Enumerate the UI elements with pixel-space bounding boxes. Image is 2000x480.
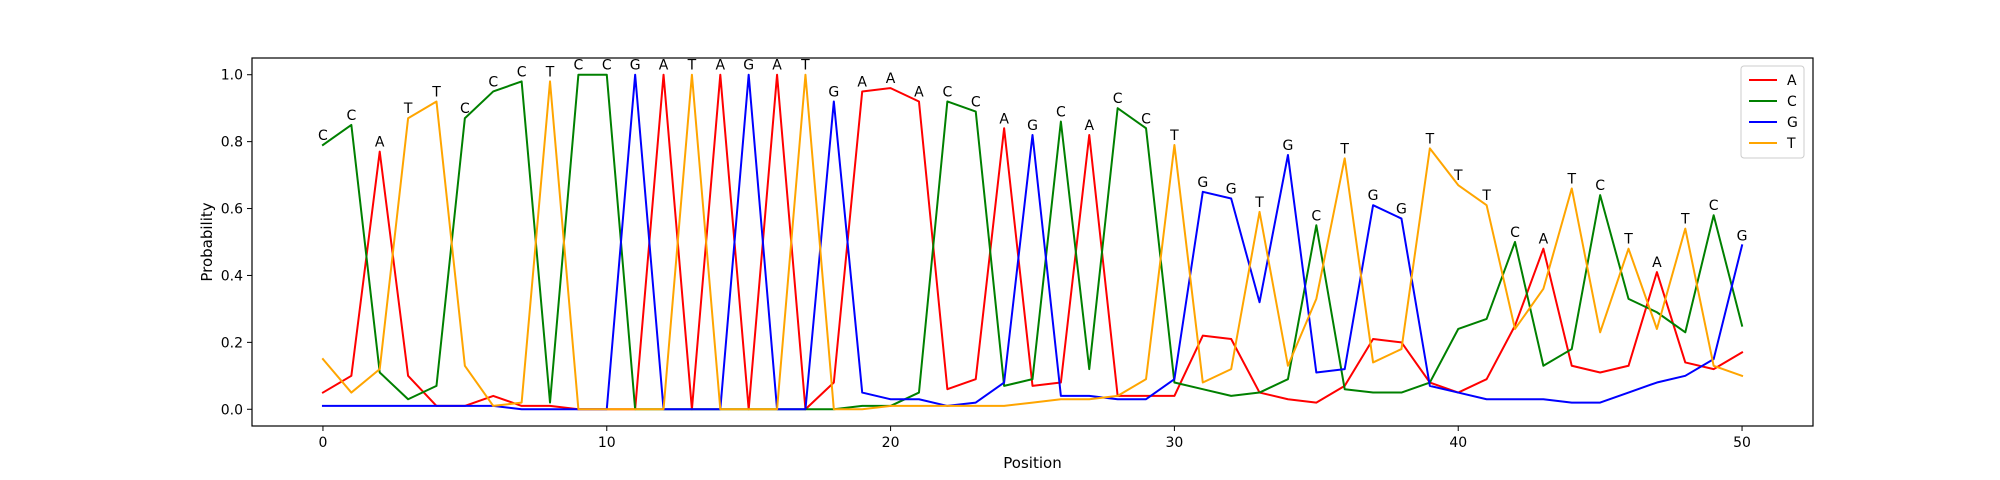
x-tick-label: 0 xyxy=(318,435,327,451)
base-label: C xyxy=(1311,208,1321,224)
series-line-g xyxy=(321,73,1744,411)
base-label: C xyxy=(318,128,328,144)
base-label: G xyxy=(1737,228,1748,244)
base-label: T xyxy=(1680,212,1690,228)
base-label: A xyxy=(375,135,385,151)
base-label: A xyxy=(772,58,782,74)
base-label: T xyxy=(431,84,441,100)
axes-frame xyxy=(251,57,1814,427)
base-label: C xyxy=(602,58,612,74)
base-label: C xyxy=(573,58,583,74)
legend-entry-c: C xyxy=(1787,94,1797,110)
y-tick-label: 0.6 xyxy=(221,202,243,218)
base-label: A xyxy=(716,58,726,74)
base-label: C xyxy=(1141,111,1151,127)
x-tick-label: 20 xyxy=(882,435,900,451)
x-tick-label: 50 xyxy=(1733,435,1751,451)
x-tick-label: 30 xyxy=(1165,435,1183,451)
base-label: G xyxy=(1197,175,1208,191)
base-label: A xyxy=(1084,118,1094,134)
base-label: C xyxy=(1510,225,1520,241)
base-label: T xyxy=(1339,141,1349,157)
y-tick-label: 0.0 xyxy=(221,402,243,418)
base-label: T xyxy=(1425,131,1435,147)
x-axis-label: Position xyxy=(1003,454,1061,472)
base-label: G xyxy=(1396,202,1407,218)
x-tick-label: 40 xyxy=(1449,435,1467,451)
legend-entry-t: T xyxy=(1786,136,1796,152)
base-label: A xyxy=(857,74,867,90)
base-label: C xyxy=(460,101,470,117)
y-tick-label: 0.8 xyxy=(221,135,243,151)
y-tick-label: 0.4 xyxy=(221,268,243,284)
base-label: C xyxy=(488,74,498,90)
base-label: T xyxy=(1623,232,1633,248)
y-tick-label: 1.0 xyxy=(221,68,243,84)
base-label: T xyxy=(800,58,810,74)
x-tick-label: 10 xyxy=(598,435,616,451)
base-label: G xyxy=(1027,118,1038,134)
base-label: A xyxy=(886,71,896,87)
legend-box xyxy=(1740,65,1805,159)
base-label: C xyxy=(971,95,981,111)
base-label: T xyxy=(687,58,697,74)
base-label: G xyxy=(828,84,839,100)
base-label: C xyxy=(517,64,527,80)
series-line-c xyxy=(321,73,1744,411)
base-label: G xyxy=(743,58,754,74)
base-label: C xyxy=(942,84,952,100)
base-label: G xyxy=(1283,138,1294,154)
base-label: G xyxy=(1368,188,1379,204)
base-label: C xyxy=(1709,198,1719,214)
base-label: A xyxy=(1652,255,1662,271)
base-label: T xyxy=(545,64,555,80)
base-label: C xyxy=(1595,178,1605,194)
base-label: T xyxy=(1566,171,1576,187)
base-label: C xyxy=(1056,105,1066,121)
y-tick-label: 0.2 xyxy=(221,335,243,351)
series-line-t xyxy=(321,73,1744,411)
base-label: T xyxy=(1254,195,1264,211)
base-label: A xyxy=(999,111,1009,127)
series-line-a xyxy=(321,73,1744,411)
y-axis-label: Probability xyxy=(198,202,216,281)
legend-entry-g: G xyxy=(1787,115,1798,131)
base-label: T xyxy=(1453,168,1463,184)
legend-entry-a: A xyxy=(1787,73,1797,89)
base-label: A xyxy=(659,58,669,74)
base-label: C xyxy=(346,108,356,124)
base-label: T xyxy=(403,101,413,117)
base-label: G xyxy=(630,58,641,74)
base-label: C xyxy=(1113,91,1123,107)
base-label: T xyxy=(1481,188,1491,204)
base-label: T xyxy=(1169,128,1179,144)
base-label: G xyxy=(1226,182,1237,198)
base-label: A xyxy=(1539,232,1549,248)
base-label: A xyxy=(914,84,924,100)
